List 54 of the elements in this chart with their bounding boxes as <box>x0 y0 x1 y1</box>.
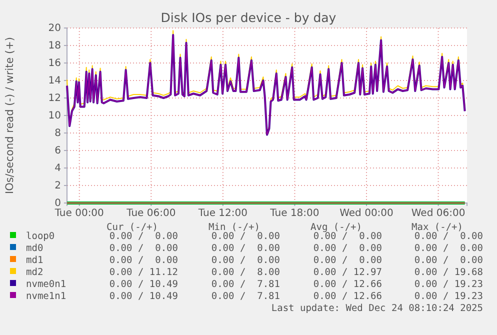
text: 0.00 / 0.00 <box>414 231 484 242</box>
text: 0.00 / 7.81 <box>211 279 280 290</box>
legend-label: nvme1n1 <box>26 291 66 302</box>
text: 0.00 / 0.00 <box>313 255 382 266</box>
y-axis-title: IOs/second read (-) / write (+) <box>4 36 16 194</box>
text: 0.00 / 0.00 <box>313 243 382 254</box>
y-tick-label: 14 <box>48 76 61 87</box>
text: 0.00 / 12.66 <box>313 291 382 302</box>
y-tick-label: 2 <box>54 180 61 192</box>
text: 0.00 / 0.00 <box>109 243 178 254</box>
y-tick-label: 6 <box>54 146 61 157</box>
x-tick-label: Wed 00:00 <box>340 208 394 220</box>
y-tick-label: 0 <box>54 198 61 210</box>
text: 0.00 / 10.49 <box>109 279 178 290</box>
text: 0.00 / 10.49 <box>109 291 178 302</box>
text: 0.00 / 8.00 <box>211 267 280 278</box>
x-tick-label: Tue 18:00 <box>269 208 320 220</box>
text: 0.00 / 12.66 <box>313 279 382 290</box>
text: 0.00 / 19.68 <box>414 267 484 278</box>
text: 0.00 / 0.00 <box>313 231 382 242</box>
text: 0.00 / 0.00 <box>414 243 484 254</box>
y-tick-label: 10 <box>48 110 61 122</box>
text: Min (-/+) <box>208 222 260 233</box>
y-tick-label: 20 <box>48 23 61 34</box>
y-tick-label: 12 <box>48 93 61 104</box>
legend-label: md1 <box>26 255 44 266</box>
text: 0.00 / 19.23 <box>414 291 483 302</box>
text: 0.00 / 11.12 <box>109 267 178 278</box>
x-tick-label: Wed 06:00 <box>411 208 466 220</box>
y-tick-label: 8 <box>54 128 61 140</box>
text: 0.00 / 19.23 <box>414 279 483 290</box>
text: 0.00 / 0.00 <box>211 255 280 266</box>
text: 0.00 / 0.00 <box>109 255 178 266</box>
text: 0.00 / 12.97 <box>313 267 382 278</box>
text: Avg (-/+) <box>310 222 362 233</box>
legend-label: md2 <box>26 267 44 278</box>
text: 0.00 / 0.00 <box>211 231 280 242</box>
text: 0.00 / 7.81 <box>211 291 280 302</box>
chart-title: Disk IOs per device - by day <box>160 10 337 25</box>
x-tick-label: Tue 06:00 <box>126 208 176 220</box>
text: 0.00 / 0.00 <box>211 243 280 254</box>
text: Last update: Wed Dec 24 08:10:24 2025 <box>271 303 483 314</box>
legend-label: md0 <box>26 243 44 254</box>
y-tick-label: 4 <box>54 163 61 174</box>
x-tick-label: Tue 00:00 <box>54 208 104 220</box>
text: 0.00 / 0.00 <box>109 231 178 242</box>
text: Cur (-/+) <box>106 222 158 233</box>
y-tick-label: 18 <box>48 40 61 52</box>
legend-label: nvme0n1 <box>26 279 66 290</box>
x-tick-label: Tue 12:00 <box>197 208 248 220</box>
text: 0.00 / 0.00 <box>414 255 484 266</box>
text: Max (-/+) <box>412 222 463 233</box>
y-tick-label: 16 <box>48 58 61 70</box>
legend-label: loop0 <box>26 231 55 242</box>
